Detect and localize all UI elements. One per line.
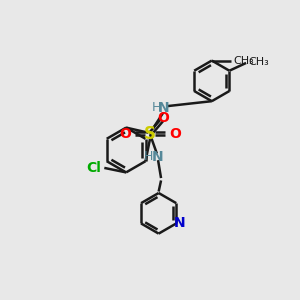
Text: O: O [119,127,131,141]
Text: N: N [152,150,163,164]
Text: O: O [169,127,181,141]
Text: Cl: Cl [86,161,101,175]
Text: O: O [158,111,169,125]
Text: N: N [174,217,186,230]
Text: S: S [144,125,156,143]
Text: N: N [158,101,170,115]
Text: CH₃: CH₃ [248,57,268,67]
Text: H: H [151,101,160,114]
Text: CH₃: CH₃ [233,56,254,66]
Text: H: H [144,150,153,163]
